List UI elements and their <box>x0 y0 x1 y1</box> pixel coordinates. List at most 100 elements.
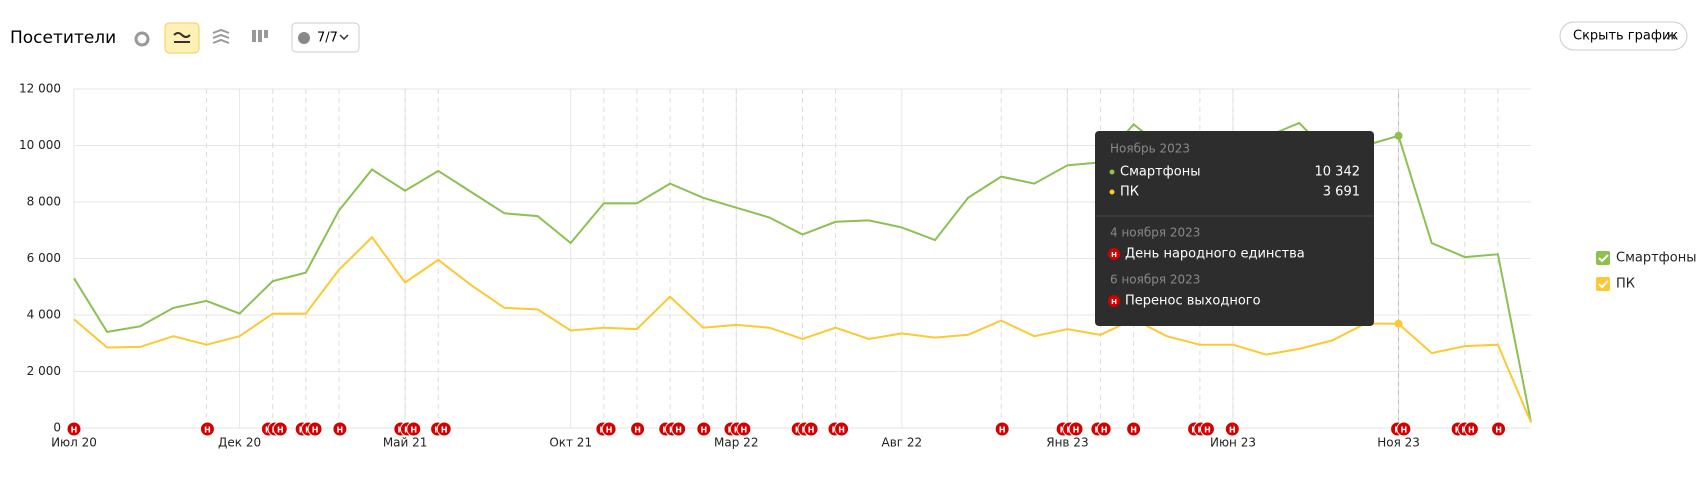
holiday-marker: Н <box>994 421 1010 437</box>
legend-checkbox[interactable] <box>1596 251 1610 265</box>
x-tick-label: Май 21 <box>383 436 428 450</box>
series-line <box>73 235 1532 423</box>
holiday-marker-label: Н <box>1495 426 1502 435</box>
holiday-marker-label: Н <box>1400 426 1407 435</box>
holiday-marker-label: Н <box>337 426 344 435</box>
legend-check <box>1598 254 1609 263</box>
tooltip-dot <box>1109 169 1115 175</box>
holiday-marker-bg <box>803 421 819 437</box>
holiday-marker-bg <box>1491 421 1507 437</box>
holiday-marker: Н <box>671 421 687 437</box>
holiday-marker: Н <box>834 421 850 437</box>
y-tick-label: 2 000 <box>27 364 61 378</box>
holiday-marker-bg <box>994 421 1010 437</box>
holiday-marker-label: Н <box>410 426 417 435</box>
filter-button[interactable]: 7/7 <box>291 22 360 53</box>
holiday-marker-label: Н <box>1130 426 1137 435</box>
holiday-marker: Н <box>1463 421 1479 437</box>
tooltip-value: 3 691 <box>1323 185 1360 200</box>
y-tick-label: 4 000 <box>27 308 61 322</box>
tooltip-event-icon-label: Н <box>1111 298 1117 306</box>
holiday-marker-bg <box>834 421 850 437</box>
y-tick-label: 12 000 <box>19 82 61 96</box>
holiday-marker: Н <box>436 421 452 437</box>
holiday-marker-label: Н <box>808 426 815 435</box>
chart-type-pie[interactable] <box>134 31 150 47</box>
tooltip-event-name: Перенос выходного <box>1125 294 1261 309</box>
holiday-marker: Н <box>1396 421 1412 437</box>
holiday-marker-bg <box>671 421 687 437</box>
tooltip-title: Ноябрь 2023 <box>1110 142 1190 156</box>
tooltip-event-icon <box>1108 295 1120 307</box>
tooltip-series-name: ПК <box>1120 185 1139 200</box>
holiday-marker: Н <box>307 421 323 437</box>
holiday-marker-label: Н <box>838 426 845 435</box>
holiday-marker-bg <box>199 421 215 437</box>
holiday-marker: Н <box>1224 421 1240 437</box>
holiday-marker: Н <box>1096 421 1112 437</box>
hide-label: Скрыть график <box>1573 29 1678 44</box>
x-tick-label: Авг 22 <box>882 436 923 450</box>
holiday-marker: Н <box>803 421 819 437</box>
holiday-marker: Н <box>1491 421 1507 437</box>
tooltip-event-date: 6 ноября 2023 <box>1110 273 1200 287</box>
holiday-marker: Н <box>696 421 712 437</box>
y-tick-label: 6 000 <box>27 251 61 265</box>
y-tick-label: 0 <box>53 421 61 435</box>
hide-chart-button[interactable]: Скрыть график <box>1559 21 1688 51</box>
x-tick-label: Июл 20 <box>51 436 97 450</box>
legend-label: Смартфоны <box>1616 251 1697 266</box>
tooltip-value: 10 342 <box>1315 165 1361 180</box>
holiday-marker-label: Н <box>1468 426 1475 435</box>
hover-point <box>1394 319 1403 328</box>
holiday-marker: Н <box>630 421 646 437</box>
holiday-marker-label: Н <box>634 426 641 435</box>
holiday-marker-bg <box>1096 421 1112 437</box>
x-tick-label: Ноя 23 <box>1377 436 1420 450</box>
holiday-marker-bg <box>630 421 646 437</box>
holiday-marker-label: Н <box>312 426 319 435</box>
holiday-marker-bg <box>332 421 348 437</box>
legend-check <box>1598 280 1609 289</box>
y-tick-label: 8 000 <box>27 195 61 209</box>
holiday-marker-bg <box>1068 421 1084 437</box>
holiday-marker-bg <box>272 421 288 437</box>
holiday-marker-bg <box>436 421 452 437</box>
holiday-marker-bg <box>66 421 82 437</box>
series-line <box>73 121 1532 423</box>
holiday-marker-bg <box>1126 421 1142 437</box>
y-tick-label: 10 000 <box>19 138 61 152</box>
holiday-marker-label: Н <box>606 426 613 435</box>
tooltip-box <box>1095 131 1374 326</box>
holiday-marker-label: Н <box>1229 426 1236 435</box>
holiday-marker-label: Н <box>71 426 78 435</box>
x-tick-label: Мар 22 <box>714 436 758 450</box>
chart-type-bar[interactable] <box>252 30 268 42</box>
x-tick-label: Июн 23 <box>1210 436 1256 450</box>
legend-label: ПК <box>1616 277 1635 292</box>
holiday-marker-label: Н <box>441 426 448 435</box>
tooltip-event-date: 4 ноября 2023 <box>1110 226 1200 240</box>
title: Посетители <box>10 28 116 48</box>
holiday-marker: Н <box>406 421 422 437</box>
tooltip-event-icon-label: Н <box>1111 251 1117 259</box>
holiday-marker-label: Н <box>1204 426 1211 435</box>
holiday-marker-label: Н <box>700 426 707 435</box>
chart-type-line[interactable] <box>164 22 200 54</box>
holiday-marker-label: Н <box>277 426 284 435</box>
holiday-marker-label: Н <box>999 426 1006 435</box>
holiday-marker: Н <box>601 421 617 437</box>
holiday-marker: Н <box>332 421 348 437</box>
legend-checkbox[interactable] <box>1596 277 1610 291</box>
chart-type-area[interactable] <box>212 28 230 44</box>
holiday-marker: Н <box>1068 421 1084 437</box>
holiday-marker-label: Н <box>204 426 211 435</box>
tooltip-event-icon <box>1108 248 1120 260</box>
holiday-marker: Н <box>199 421 215 437</box>
holiday-marker-bg <box>1199 421 1215 437</box>
tooltip-dot <box>1109 189 1115 195</box>
holiday-marker-label: Н <box>675 426 682 435</box>
holiday-marker-bg <box>1224 421 1240 437</box>
x-tick-label: Янв 23 <box>1046 436 1088 450</box>
